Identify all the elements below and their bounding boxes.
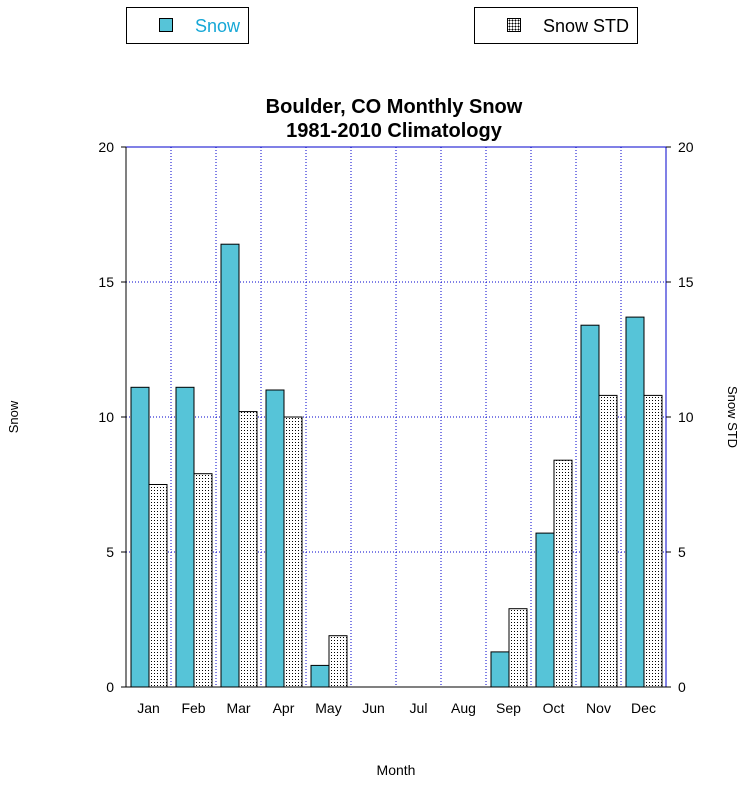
x-tick-label: Sep: [496, 700, 521, 716]
x-tick-label: Jun: [362, 700, 385, 716]
bar-snow-std-oct: [553, 459, 573, 688]
legend-std-swatch: [507, 18, 521, 32]
y2-axis-label: Snow STD: [725, 386, 740, 448]
bar-snow-jan: [130, 386, 150, 688]
bar-snow-std-sep: [508, 608, 528, 688]
y-tick-label: 15: [98, 274, 114, 290]
x-axis-label: Month: [377, 762, 416, 778]
y-axis-label: Snow: [6, 400, 21, 433]
x-tick-label: Dec: [631, 700, 656, 716]
y2-tick-label: 10: [678, 409, 694, 425]
x-tick-label: May: [315, 700, 341, 716]
bar-snow-sep: [490, 651, 510, 688]
bars: [130, 243, 663, 688]
bar-snow-dec: [625, 316, 645, 688]
x-tick-label: Jul: [410, 700, 428, 716]
legend-std-label: Snow STD: [543, 16, 630, 36]
legend-snow-label: Snow: [195, 16, 241, 36]
y-tick-label: 20: [98, 139, 114, 155]
legend-snow: Snow: [126, 7, 249, 44]
bar-snow-std-may: [328, 635, 348, 688]
x-tick-label: Jan: [137, 700, 160, 716]
bar-snow-std-jan: [148, 484, 168, 688]
x-tick-label: Oct: [543, 700, 565, 716]
y2-tick-label: 20: [678, 139, 694, 155]
y2-tick-label: 0: [678, 679, 686, 695]
bar-snow-oct: [535, 532, 555, 688]
x-tick-label: Mar: [226, 700, 250, 716]
bar-snow-std-feb: [193, 473, 213, 688]
bar-snow-std-mar: [238, 411, 258, 688]
grid: [126, 147, 666, 687]
y-tick-label: 5: [106, 544, 114, 560]
x-tick-label: Aug: [451, 700, 476, 716]
x-tick-label: Apr: [273, 700, 295, 716]
bar-snow-nov: [580, 324, 600, 688]
bar-snow-feb: [175, 386, 195, 688]
y2-tick-label: 5: [678, 544, 686, 560]
y-tick-label: 0: [106, 679, 114, 695]
x-tick-label: Nov: [586, 700, 611, 716]
legend-snow-std: Snow STD: [474, 7, 638, 44]
chart-title: Boulder, CO Monthly Snow: [266, 96, 523, 118]
bar-snow-mar: [220, 243, 240, 688]
chart-subtitle: 1981-2010 Climatology: [286, 120, 503, 142]
bar-snow-may: [310, 664, 330, 688]
bar-snow-apr: [265, 389, 285, 688]
bar-snow-std-apr: [283, 416, 303, 688]
y-tick-label: 10: [98, 409, 114, 425]
x-tick-label: Feb: [181, 700, 205, 716]
bar-snow-std-nov: [598, 394, 618, 688]
bar-snow-std-dec: [643, 394, 663, 688]
axes: Jan Feb Mar Apr May Jun Jul Aug Sep Oct Nov Dec 0 0 5 5…: [98, 139, 693, 716]
y2-tick-label: 15: [678, 274, 694, 290]
legend-snow-swatch: [159, 18, 173, 32]
